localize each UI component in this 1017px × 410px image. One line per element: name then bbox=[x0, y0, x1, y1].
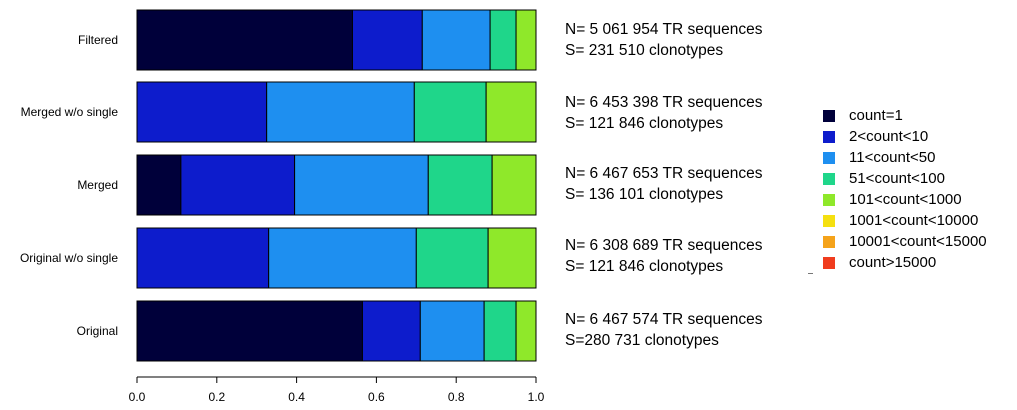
x-tick-label: 0.0 bbox=[129, 390, 146, 404]
legend-swatch bbox=[823, 235, 835, 248]
annotation-s-merged-wo-single: S= 121 846 clonotypes bbox=[565, 115, 724, 132]
legend-swatch bbox=[823, 109, 835, 122]
annotation-s-original: S=280 731 clonotypes bbox=[565, 332, 719, 349]
bar-outline bbox=[136, 227, 537, 289]
annotation-s-filtered: S= 231 510 clonotypes bbox=[565, 42, 724, 59]
legend-label: 101<count<1000 bbox=[849, 191, 962, 208]
legend-label: 51<count<100 bbox=[849, 170, 945, 187]
x-tick-label: 0.6 bbox=[368, 390, 385, 404]
bar-segment bbox=[136, 227, 270, 289]
annotation-s-merged: S= 136 101 clonotypes bbox=[565, 186, 724, 203]
bar-segment bbox=[136, 154, 182, 216]
bar-outline bbox=[136, 300, 537, 362]
legend-item: count>15000 bbox=[823, 252, 987, 273]
legend-item: 10001<count<15000 bbox=[823, 231, 987, 252]
legend-label: 11<count<50 bbox=[849, 149, 936, 166]
bar-segment bbox=[351, 9, 423, 71]
bar-segment bbox=[180, 154, 296, 216]
legend-swatch bbox=[823, 256, 835, 269]
category-label: Merged w/o single bbox=[21, 105, 119, 119]
annotation-n-filtered: N= 5 061 954 TR sequences bbox=[565, 21, 763, 38]
bar-segment bbox=[136, 81, 268, 143]
legend-label: 2<count<10 bbox=[849, 128, 929, 145]
bar-segment bbox=[294, 154, 429, 216]
bar-segment bbox=[427, 154, 493, 216]
bar-segment bbox=[266, 81, 415, 143]
bar-outline bbox=[136, 81, 537, 143]
x-tick-label: 0.8 bbox=[448, 390, 465, 404]
legend-swatch bbox=[823, 151, 835, 164]
annotation-original: N= 6 467 574 TR sequences S=280 731 clon… bbox=[565, 309, 762, 351]
legend-swatch bbox=[823, 214, 835, 227]
legend-swatch bbox=[823, 193, 835, 206]
bar-outline bbox=[136, 154, 537, 216]
bar-outline bbox=[136, 9, 537, 71]
legend-label: count=1 bbox=[849, 107, 903, 124]
annotation-n-merged-wo-single: N= 6 453 398 TR sequences bbox=[565, 94, 763, 111]
legend-label: count>15000 bbox=[849, 254, 937, 271]
bar-segment bbox=[515, 300, 537, 362]
legend-swatch bbox=[823, 130, 835, 143]
category-label: Original w/o single bbox=[20, 251, 118, 265]
x-tick-label: 1.0 bbox=[528, 390, 545, 404]
category-label: Merged bbox=[77, 178, 118, 192]
legend-label: 10001<count<15000 bbox=[849, 233, 987, 250]
legend-item: 11<count<50 bbox=[823, 147, 987, 168]
bar-segment bbox=[415, 227, 489, 289]
category-label: Original bbox=[77, 324, 118, 338]
legend-item: 2<count<10 bbox=[823, 126, 987, 147]
annotation-n-merged: N= 6 467 653 TR sequences bbox=[565, 165, 763, 182]
bar-segment bbox=[268, 227, 417, 289]
bar-segment bbox=[485, 81, 537, 143]
legend-swatch bbox=[823, 172, 835, 185]
bar-segment bbox=[419, 300, 485, 362]
legend-label: 1001<count<10000 bbox=[849, 212, 979, 229]
annotation-n-original: N= 6 467 574 TR sequences bbox=[565, 311, 763, 328]
legend-item: count=1 bbox=[823, 105, 987, 126]
bar-segment bbox=[483, 300, 517, 362]
annotation-merged-wo-single: N= 6 453 398 TR sequences S= 121 846 clo… bbox=[565, 92, 762, 134]
bar-segment bbox=[361, 300, 421, 362]
bar-segment bbox=[136, 9, 353, 71]
legend-item: 1001<count<10000 bbox=[823, 210, 987, 231]
annotation-s-original-wo-single: S= 121 846 clonotypes bbox=[565, 258, 724, 275]
bar-segment bbox=[491, 154, 537, 216]
legend: count=1 2<count<10 11<count<50 51<count<… bbox=[823, 105, 987, 273]
bar-segment bbox=[413, 81, 487, 143]
bar-segment bbox=[421, 9, 491, 71]
x-tick-label: 0.2 bbox=[208, 390, 225, 404]
bar-segment bbox=[487, 227, 537, 289]
bar-segment bbox=[489, 9, 517, 71]
legend-item: 51<count<100 bbox=[823, 168, 987, 189]
annotation-n-original-wo-single: N= 6 308 689 TR sequences bbox=[565, 237, 763, 254]
bar-segment bbox=[136, 300, 363, 362]
x-tick-label: 0.4 bbox=[288, 390, 305, 404]
annotation-original-wo-single: N= 6 308 689 TR sequences S= 121 846 clo… bbox=[565, 235, 762, 277]
annotation-merged: N= 6 467 653 TR sequences S= 136 101 clo… bbox=[565, 163, 762, 205]
decorative-dash bbox=[808, 273, 813, 274]
annotation-filtered: N= 5 061 954 TR sequences S= 231 510 clo… bbox=[565, 19, 762, 61]
category-label: Filtered bbox=[78, 33, 118, 47]
legend-item: 101<count<1000 bbox=[823, 189, 987, 210]
bar-segment bbox=[515, 9, 537, 71]
